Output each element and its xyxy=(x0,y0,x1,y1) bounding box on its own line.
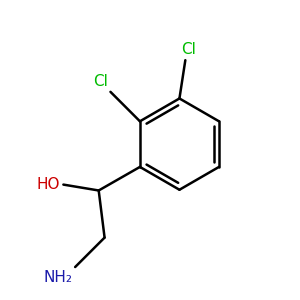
Text: Cl: Cl xyxy=(181,42,196,57)
Text: HO: HO xyxy=(37,177,60,192)
Text: Cl: Cl xyxy=(93,74,107,89)
Text: NH₂: NH₂ xyxy=(43,270,72,285)
